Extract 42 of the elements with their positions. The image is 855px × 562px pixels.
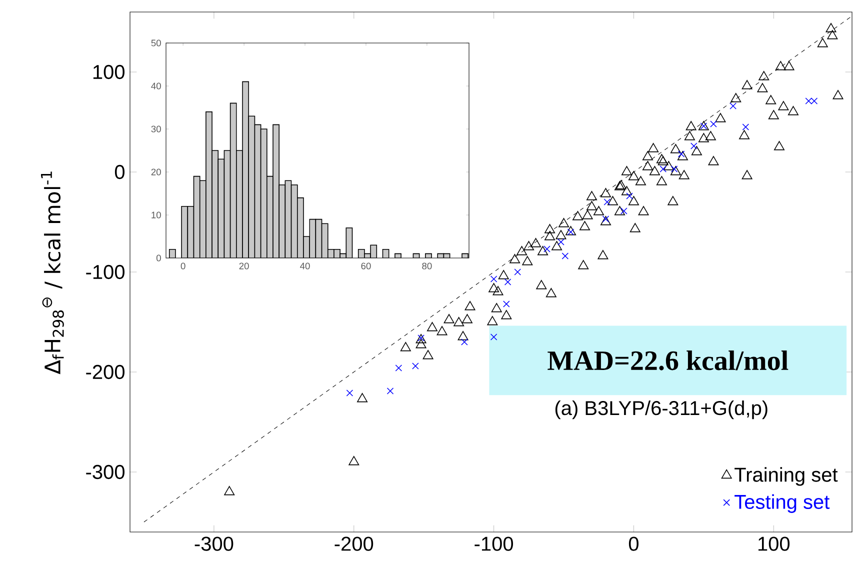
- point: [346, 390, 354, 396]
- point: [504, 278, 512, 286]
- legend-label: Training set: [734, 467, 838, 486]
- legend-label: Testing set: [734, 494, 830, 513]
- point: [730, 102, 736, 110]
- y-tick-label: 10: [152, 212, 161, 218]
- x-tick-label: -100: [474, 536, 514, 551]
- point: [461, 338, 468, 346]
- y-tick-label: 0: [156, 254, 161, 262]
- x-tick-label: 100: [758, 536, 790, 551]
- x-tick-label: 0: [628, 536, 638, 551]
- point: [514, 268, 522, 276]
- point: [395, 364, 402, 372]
- y-tick-label: 30: [151, 126, 161, 132]
- point: [602, 216, 610, 222]
- x-tick-label: -200: [334, 536, 374, 551]
- x-tick-label: 60: [361, 262, 371, 270]
- annotation: MAD=22.6 kcal/mol: [548, 350, 788, 370]
- x-tick-label: 80: [422, 262, 432, 270]
- y-tick-label: 40: [151, 82, 161, 90]
- x-tick-label: 0: [180, 262, 186, 270]
- point: [502, 300, 510, 308]
- y-tick-label: 0: [114, 164, 125, 180]
- point: [567, 228, 574, 236]
- x-tick-label: 20: [239, 262, 249, 270]
- point: [386, 388, 394, 394]
- y-axis-title: Δ$_{f}$H$_{298}$$^{⊖}$ / kcal mol$^{-1}$: [41, 172, 64, 374]
- y-tick-label: 20: [151, 168, 161, 176]
- x-tick-label: 40: [300, 262, 310, 270]
- point: [562, 252, 569, 260]
- point: [412, 362, 419, 370]
- y-tick-label: -200: [86, 364, 124, 380]
- point: [742, 124, 750, 130]
- y-tick-label: 100: [93, 64, 124, 80]
- point: [490, 276, 498, 282]
- y-tick-label: 50: [151, 40, 161, 46]
- annotation: (a) B3LYP/6-311+G(d,p): [555, 400, 768, 420]
- point: [490, 334, 498, 340]
- point: [710, 120, 717, 128]
- x-tick-label: -300: [194, 536, 234, 551]
- point: [678, 150, 685, 158]
- y-tick-label: -300: [86, 464, 124, 480]
